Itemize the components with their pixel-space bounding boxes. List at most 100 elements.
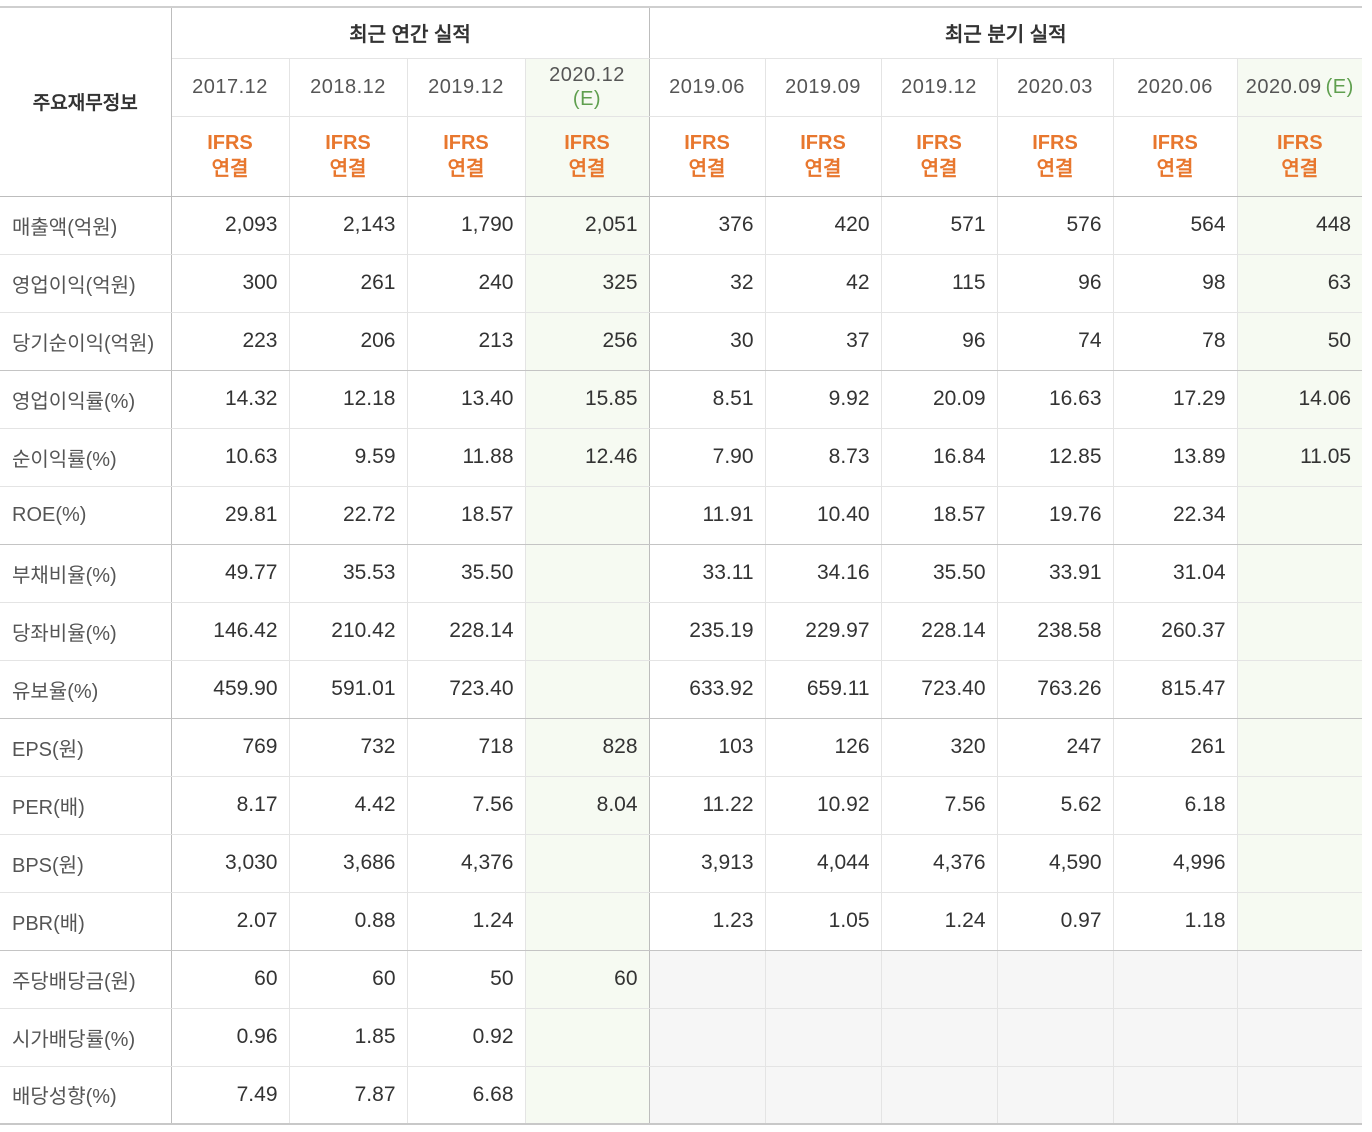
value-cell: 9.59	[288, 428, 407, 487]
value-cell	[1236, 660, 1363, 719]
value-cell	[524, 1008, 650, 1067]
standard-label: IFRS	[684, 132, 730, 154]
row-label: 당기순이익(억원)	[0, 312, 172, 371]
row-label: ROE(%)	[0, 486, 172, 545]
period-header-estimate: 2020.12 (E)	[524, 58, 650, 117]
period-date: 2020.09	[1245, 76, 1322, 98]
value-cell: 19.76	[996, 486, 1114, 545]
value-cell	[648, 950, 766, 1009]
row-label: 유보율(%)	[0, 660, 172, 719]
standard-label: IFRS	[443, 132, 489, 154]
value-cell: 0.97	[996, 892, 1114, 951]
table-row: 배당성향(%) 7.49 7.87 6.68	[0, 1066, 1363, 1124]
value-cell: 103	[648, 718, 766, 777]
table-row: PBR(배) 2.07 0.88 1.24 1.23 1.05 1.24 0.97 1.18	[0, 892, 1363, 951]
header-row-periods: 2017.12 2018.12 2019.12 2020.12 (E) 2019.…	[0, 58, 1363, 117]
period-header: 2019.06	[648, 58, 766, 117]
value-cell: 63	[1236, 254, 1363, 313]
value-cell: 8.04	[524, 776, 650, 835]
estimate-tag: (E)	[572, 88, 602, 110]
value-cell: 33.11	[648, 544, 766, 603]
value-cell: 6.68	[406, 1066, 525, 1124]
value-cell: 34.16	[764, 544, 882, 603]
value-cell: 7.56	[406, 776, 525, 835]
value-cell	[996, 1008, 1114, 1067]
value-cell: 0.96	[170, 1008, 289, 1067]
value-cell	[1236, 834, 1363, 893]
value-cell: 206	[288, 312, 407, 371]
value-cell	[524, 1066, 650, 1124]
accounting-standard: IFRS 연결	[1112, 116, 1238, 197]
value-cell	[524, 486, 650, 545]
value-cell: 29.81	[170, 486, 289, 545]
row-label: EPS(원)	[0, 718, 172, 777]
consolidation-label: 연결	[688, 158, 726, 180]
value-cell	[648, 1008, 766, 1067]
value-cell: 30	[648, 312, 766, 371]
value-cell	[1236, 1066, 1363, 1124]
standard-label: IFRS	[1152, 132, 1198, 154]
value-cell: 8.17	[170, 776, 289, 835]
row-label: PER(배)	[0, 776, 172, 835]
value-cell	[524, 892, 650, 951]
value-cell: 35.53	[288, 544, 407, 603]
estimate-tag: (E)	[1325, 76, 1354, 98]
value-cell	[880, 950, 998, 1009]
value-cell: 300	[170, 254, 289, 313]
value-cell: 60	[170, 950, 289, 1009]
value-cell: 4,376	[406, 834, 525, 893]
value-cell: 1.24	[406, 892, 525, 951]
value-cell: 4,996	[1112, 834, 1238, 893]
value-cell: 7.90	[648, 428, 766, 487]
value-cell: 376	[648, 196, 766, 255]
value-cell: 12.85	[996, 428, 1114, 487]
table-row: 당좌비율(%) 146.42 210.42 228.14 235.19 229.97 228…	[0, 602, 1363, 661]
table-row: 매출액(억원) 2,093 2,143 1,790 2,051 376 420 571 576 5…	[0, 196, 1363, 255]
value-cell: 235.19	[648, 602, 766, 661]
value-cell	[1112, 1066, 1238, 1124]
value-cell: 74	[996, 312, 1114, 371]
period-header: 2017.12	[170, 58, 289, 117]
value-cell: 815.47	[1112, 660, 1238, 719]
value-cell: 763.26	[996, 660, 1114, 719]
value-cell	[1236, 776, 1363, 835]
value-cell	[1236, 602, 1363, 661]
value-cell: 6.18	[1112, 776, 1238, 835]
value-cell: 96	[996, 254, 1114, 313]
financial-summary-table: 주요재무정보 최근 연간 실적 최근 분기 실적 2017.12 2018.12…	[0, 6, 1363, 1125]
period-date: 2020.12	[549, 64, 625, 86]
value-cell: 591.01	[288, 660, 407, 719]
value-cell: 9.92	[764, 370, 882, 429]
table-body: 매출액(억원) 2,093 2,143 1,790 2,051 376 420 571 576 5…	[0, 196, 1363, 1124]
consolidation-label: 연결	[1036, 158, 1074, 180]
row-label: 매출액(억원)	[0, 196, 172, 255]
value-cell: 146.42	[170, 602, 289, 661]
value-cell	[1236, 718, 1363, 777]
row-label: 영업이익(억원)	[0, 254, 172, 313]
value-cell: 4,376	[880, 834, 998, 893]
table-row: ROE(%) 29.81 22.72 18.57 11.91 10.40 18.57 19.7…	[0, 486, 1363, 545]
accounting-standard: IFRS 연결	[288, 116, 407, 197]
value-cell: 210.42	[288, 602, 407, 661]
value-cell: 260.37	[1112, 602, 1238, 661]
value-cell: 1.23	[648, 892, 766, 951]
value-cell: 16.84	[880, 428, 998, 487]
value-cell: 2,051	[524, 196, 650, 255]
value-cell: 15.85	[524, 370, 650, 429]
value-cell: 228.14	[406, 602, 525, 661]
value-cell: 732	[288, 718, 407, 777]
value-cell: 20.09	[880, 370, 998, 429]
value-cell	[764, 1008, 882, 1067]
row-label: BPS(원)	[0, 834, 172, 893]
value-cell: 7.87	[288, 1066, 407, 1124]
group-header-quarterly: 최근 분기 실적	[648, 7, 1363, 59]
accounting-standard: IFRS 연결	[1236, 116, 1363, 197]
period-date: 2020.03	[1017, 76, 1093, 98]
value-cell: 50	[1236, 312, 1363, 371]
period-header: 2020.06	[1112, 58, 1238, 117]
value-cell: 11.05	[1236, 428, 1363, 487]
value-cell: 42	[764, 254, 882, 313]
header-row-standard: IFRS 연결 IFRS 연결 IFRS 연결 IFRS 연결 IFRS 연결 IFRS 연…	[0, 116, 1363, 197]
value-cell: 723.40	[406, 660, 525, 719]
value-cell: 1,790	[406, 196, 525, 255]
